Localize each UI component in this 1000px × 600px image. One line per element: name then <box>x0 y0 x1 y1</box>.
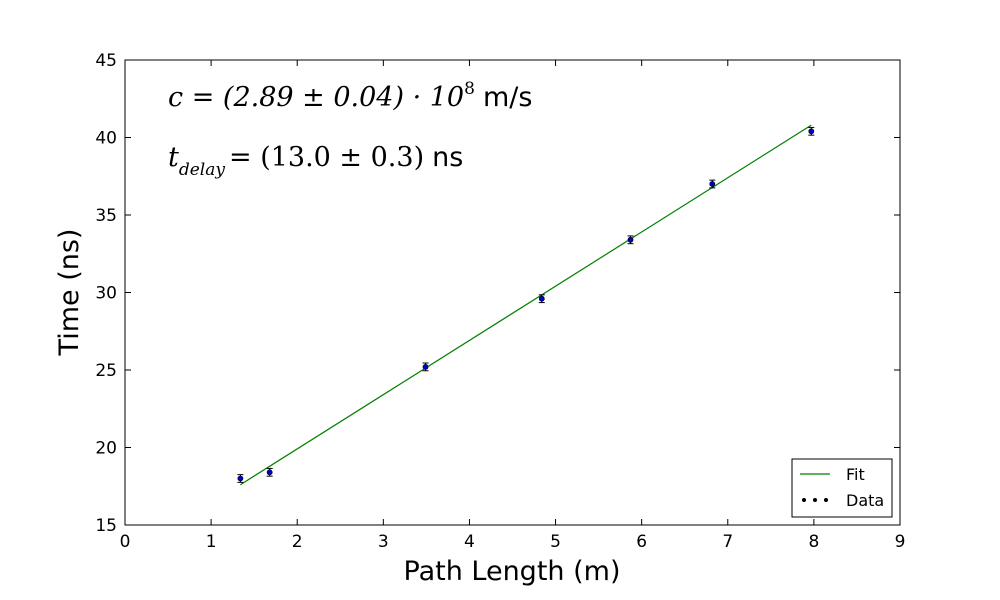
x-tick-label-8: 8 <box>808 532 819 552</box>
x-axis-label: Path Length (m) <box>404 556 621 587</box>
data-point-4 <box>627 236 634 243</box>
legend-data-label: Data <box>846 491 884 510</box>
fit-line <box>240 124 812 486</box>
x-tick-label-6: 6 <box>636 532 647 552</box>
data-point-5 <box>709 181 716 187</box>
x-tick-label-2: 2 <box>292 532 303 552</box>
x-tick-label-5: 5 <box>550 532 561 552</box>
x-tick-label-9: 9 <box>895 532 906 552</box>
data-point-0 <box>237 475 244 482</box>
chart-marks <box>237 124 815 486</box>
annotation-speed: c = (2.89 ± 0.04) · 108 m/s <box>168 79 532 113</box>
plot-area <box>125 60 900 525</box>
legend-data-dot-3 <box>824 498 828 502</box>
data-point-1 <box>266 469 273 476</box>
x-tick-label-1: 1 <box>206 532 217 552</box>
legend-fit-label: Fit <box>846 465 865 484</box>
y-tick-label-2: 25 <box>95 361 117 381</box>
legend-data-dot-1 <box>802 498 806 502</box>
y-tick-label-3: 30 <box>95 284 117 304</box>
legend-data-dot-2 <box>813 498 817 502</box>
y-tick-label-6: 45 <box>95 51 117 71</box>
x-tick-label-4: 4 <box>464 532 475 552</box>
data-point-3 <box>538 295 545 302</box>
y-tick-label-5: 40 <box>95 129 117 149</box>
legend: Fit Data <box>791 458 893 518</box>
x-tick-label-3: 3 <box>378 532 389 552</box>
y-axis-label: Time (ns) <box>54 229 85 357</box>
x-tick-label-0: 0 <box>120 532 131 552</box>
y-tick-label-0: 15 <box>95 516 117 536</box>
y-tick-label-1: 20 <box>95 439 117 459</box>
annotation-delay: tdelay = (13.0 ± 0.3) ns <box>168 142 463 180</box>
y-tick-label-4: 35 <box>95 206 117 226</box>
data-point-6 <box>808 128 815 135</box>
x-tick-label-7: 7 <box>722 532 733 552</box>
legend-box <box>791 458 893 518</box>
data-point-2 <box>422 363 429 370</box>
